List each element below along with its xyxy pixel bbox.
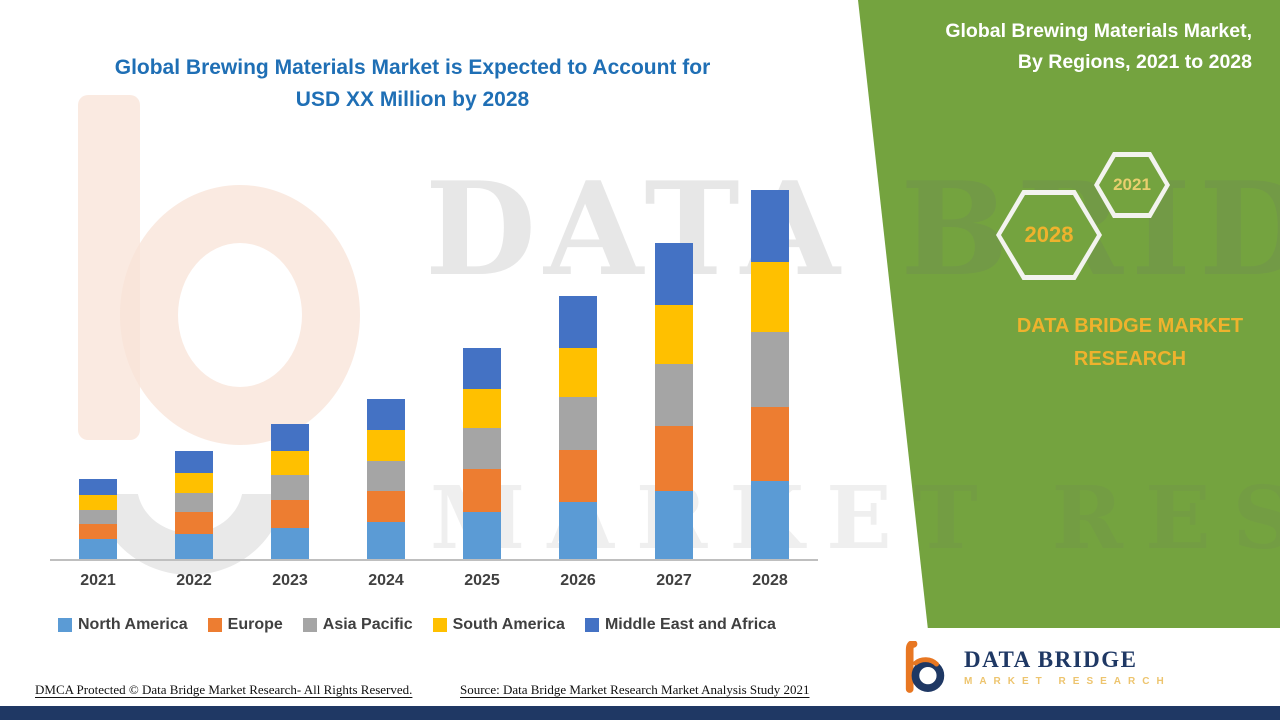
bar-segment-south-america [271, 451, 309, 475]
hexagon-2028-label: 2028 [1024, 222, 1074, 247]
bar-segment-europe [367, 490, 405, 522]
bar-segment-middle-east-and-africa [463, 347, 501, 389]
bar-segment-europe [79, 523, 117, 540]
bar-segment-middle-east-and-africa [271, 424, 309, 452]
stacked-bar [751, 190, 789, 559]
bar-column-2027 [626, 170, 722, 559]
bar-column-2021 [50, 170, 146, 559]
x-axis-label: 2025 [464, 572, 500, 589]
bar-segment-south-america [559, 347, 597, 397]
x-axis-label: 2024 [368, 572, 404, 589]
legend-swatch [302, 618, 317, 632]
legend-swatch [207, 618, 222, 632]
bar-segment-asia-pacific [463, 428, 501, 470]
bar-segment-north-america [271, 527, 309, 559]
bar-column-2028 [722, 170, 818, 559]
bar-segment-asia-pacific [559, 396, 597, 450]
legend-item-middle-east-and-africa: Middle East and Africa [584, 616, 776, 634]
bar-segment-middle-east-and-africa [175, 451, 213, 473]
x-axis-label: 2026 [560, 572, 596, 589]
bar-column-2026 [530, 170, 626, 559]
legend-item-asia-pacific: Asia Pacific [302, 616, 413, 634]
stacked-bar [655, 243, 693, 559]
bar-segment-north-america [655, 490, 693, 559]
bar-segment-middle-east-and-africa [367, 398, 405, 431]
legend-label: North America [78, 616, 188, 633]
legend-swatch [58, 618, 72, 632]
legend-item-north-america: North America [58, 616, 188, 634]
bar-segment-middle-east-and-africa [751, 190, 789, 262]
brand-text: DATA BRIDGE MARKET RESEARCH [1016, 315, 1244, 370]
stacked-bar [79, 478, 117, 559]
chart-title-line1: Global Brewing Materials Market is Expec… [114, 56, 711, 79]
bar-segment-north-america [79, 539, 117, 559]
bar-segment-europe [655, 426, 693, 491]
bar-segment-south-america [751, 261, 789, 333]
legend-label: South America [452, 616, 565, 633]
x-axis-label: 2023 [272, 572, 308, 589]
bar-segment-middle-east-and-africa [79, 478, 117, 495]
bar-segment-europe [751, 406, 789, 481]
side-panel-heading: Global Brewing Materials Market, By Regi… [945, 20, 1252, 74]
bar-column-2024 [338, 170, 434, 559]
bar-segment-asia-pacific [271, 474, 309, 501]
chart-title: Global Brewing Materials Market is Expec… [55, 52, 770, 115]
bar-segment-asia-pacific [79, 510, 117, 524]
bar-segment-north-america [367, 521, 405, 559]
bar-segment-south-america [79, 494, 117, 511]
bar-segment-south-america [367, 430, 405, 462]
logo-subtitle: MARKET RESEARCH [964, 676, 1171, 687]
bar-segment-europe [559, 449, 597, 503]
legend-swatch [584, 618, 599, 632]
bar-segment-asia-pacific [655, 363, 693, 427]
legend-label: Asia Pacific [322, 616, 413, 633]
bar-column-2023 [242, 170, 338, 559]
footer-dmca-text: DMCA Protected © Data Bridge Market Rese… [35, 682, 413, 697]
bar-segment-north-america [559, 502, 597, 559]
bottom-navy-bar [0, 706, 1280, 720]
stacked-bar [463, 347, 501, 559]
logo-box: DATA BRIDGE MARKET RESEARCH [872, 628, 1280, 706]
bar-segment-asia-pacific [751, 332, 789, 407]
side-panel-background [858, 0, 1280, 720]
data-bridge-logo-icon [905, 641, 945, 693]
x-axis-label: 2027 [656, 572, 692, 589]
bar-segment-north-america [463, 512, 501, 559]
bar-segment-asia-pacific [175, 492, 213, 513]
bar-segment-europe [271, 500, 309, 528]
chart-title-line2: USD XX Million by 2028 [295, 87, 530, 111]
hexagon-2021-label: 2021 [1113, 175, 1151, 194]
bar-segment-middle-east-and-africa [559, 296, 597, 348]
legend-item-south-america: South America [432, 616, 565, 634]
bar-segment-asia-pacific [367, 461, 405, 491]
stacked-bar [559, 296, 597, 559]
chart-legend: North America Europe Asia Pacific South Ame… [58, 616, 848, 634]
legend-label: Europe [227, 616, 283, 633]
bar-segment-north-america [175, 533, 213, 559]
x-axis-labels: 2021 2022 2023 2024 2025 2026 2027 2028 [50, 572, 818, 590]
bar-segment-south-america [175, 472, 213, 493]
stacked-bar [175, 451, 213, 559]
bar-segment-europe [463, 469, 501, 513]
bar-segment-south-america [655, 304, 693, 364]
legend-item-europe: Europe [207, 616, 283, 634]
stacked-bar [271, 424, 309, 559]
logo-text-block: DATA BRIDGE MARKET RESEARCH [964, 647, 1171, 687]
bar-segment-middle-east-and-africa [655, 243, 693, 305]
footer-source-text: Source: Data Bridge Market Research Mark… [460, 682, 810, 697]
legend-label: Middle East and Africa [604, 616, 776, 633]
x-axis-label: 2022 [176, 572, 212, 589]
x-axis-label: 2021 [80, 572, 116, 589]
logo-name: DATA BRIDGE [964, 647, 1138, 672]
bar-segment-south-america [463, 388, 501, 429]
legend-swatch [432, 618, 447, 632]
bar-segment-europe [175, 512, 213, 534]
x-axis-label: 2028 [752, 572, 788, 589]
bar-column-2022 [146, 170, 242, 559]
plot-area [50, 170, 818, 561]
stacked-bar [367, 398, 405, 559]
bar-segment-north-america [751, 480, 789, 559]
bar-column-2025 [434, 170, 530, 559]
